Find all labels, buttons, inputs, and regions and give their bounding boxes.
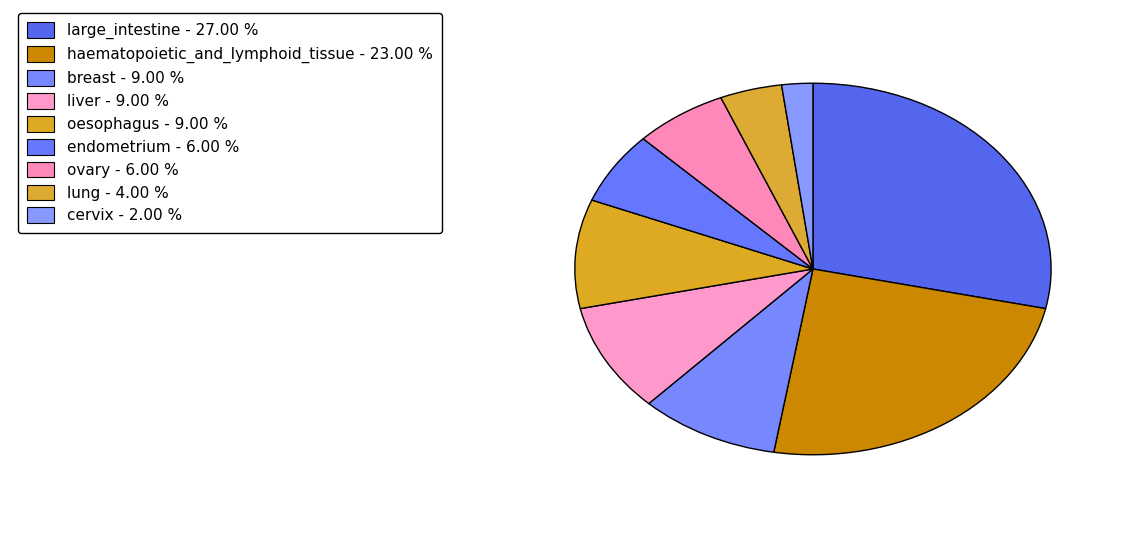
Legend: large_intestine - 27.00 %, haematopoietic_and_lymphoid_tissue - 23.00 %, breast : large_intestine - 27.00 %, haematopoieti… (17, 13, 442, 232)
Wedge shape (581, 269, 813, 404)
Wedge shape (643, 98, 813, 269)
Wedge shape (575, 200, 813, 309)
Wedge shape (782, 83, 813, 269)
Wedge shape (721, 85, 813, 269)
Wedge shape (774, 269, 1045, 455)
Wedge shape (592, 139, 813, 269)
Wedge shape (649, 269, 813, 452)
Wedge shape (813, 83, 1051, 309)
